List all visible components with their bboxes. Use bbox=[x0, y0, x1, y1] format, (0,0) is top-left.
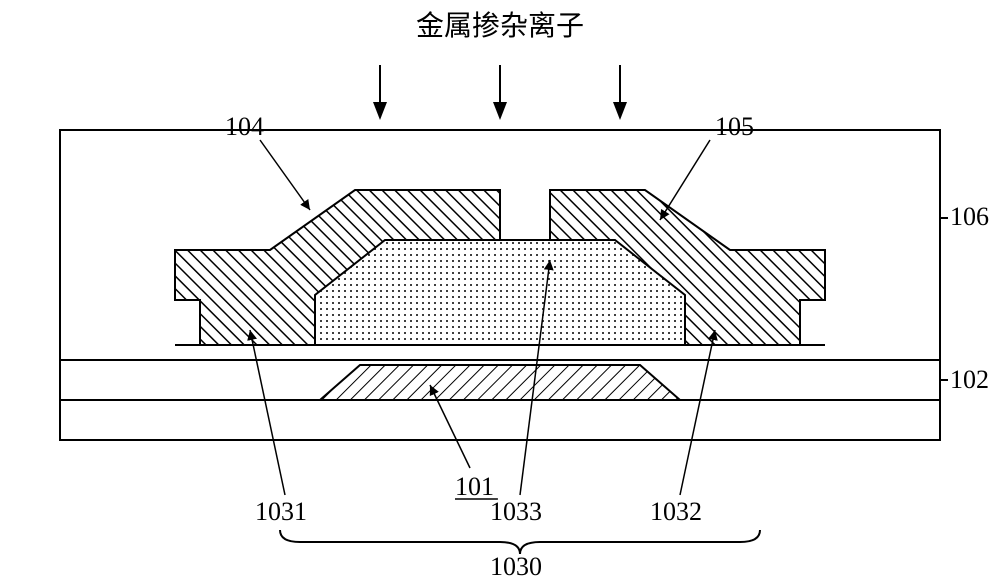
title-text: 金属掺杂离子 bbox=[416, 10, 584, 42]
label-text-1030: 1030 bbox=[490, 552, 542, 581]
implant-arrow-2 bbox=[493, 65, 507, 120]
gate-electrode bbox=[320, 365, 680, 400]
label-text-106: 106 bbox=[950, 202, 989, 231]
implant-arrow-3 bbox=[613, 65, 627, 120]
label-text-1032: 1032 bbox=[650, 497, 702, 526]
label-text-101: 101 bbox=[455, 472, 494, 501]
label-text-1031: 1031 bbox=[255, 497, 307, 526]
label-text-102: 102 bbox=[950, 365, 989, 394]
label-102: 102 bbox=[940, 365, 989, 394]
label-text-104: 104 bbox=[225, 112, 264, 141]
group-brace-1030 bbox=[280, 530, 760, 554]
label-text-1033: 1033 bbox=[490, 497, 542, 526]
label-text-105: 105 bbox=[715, 112, 754, 141]
implant-arrow-1 bbox=[373, 65, 387, 120]
label-106: 106 bbox=[940, 202, 989, 231]
